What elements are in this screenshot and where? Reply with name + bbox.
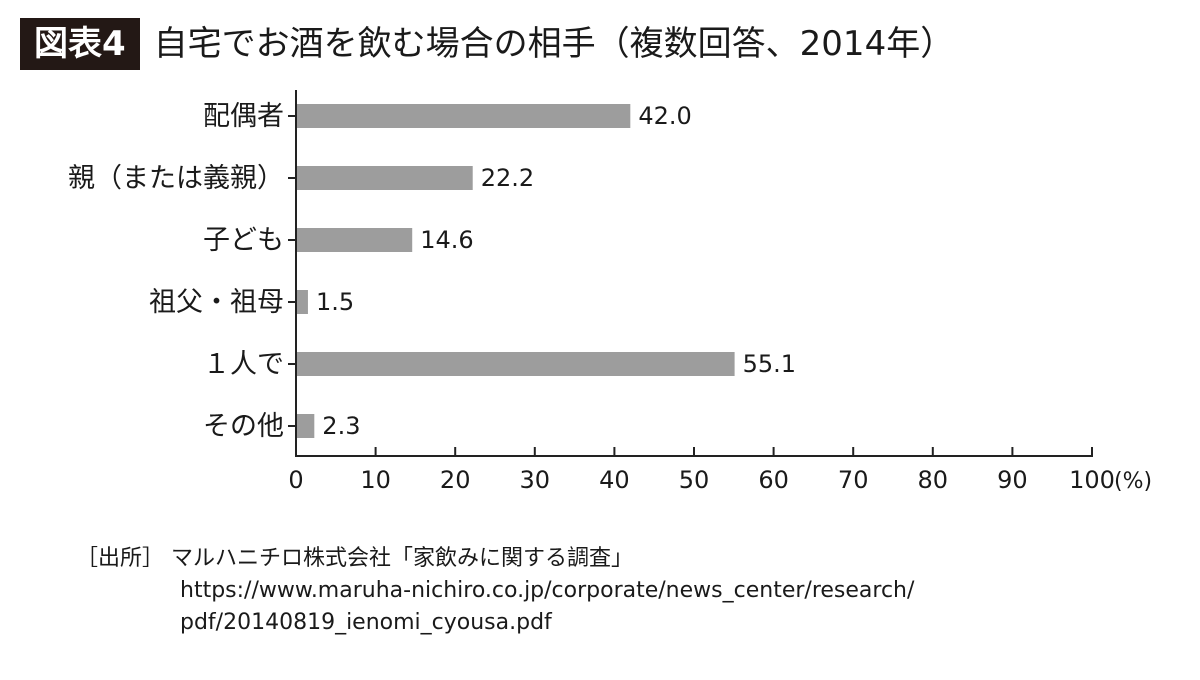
value-label: 1.5 — [316, 288, 354, 316]
category-label: １人で — [203, 349, 284, 380]
bar — [297, 228, 413, 252]
category-label: 祖父・祖母 — [149, 287, 284, 318]
x-tick-label: 20 — [440, 466, 471, 494]
source-text: マルハニチロ株式会社「家飲みに関する調査」 — [171, 546, 634, 571]
category-label: 親（または義親） — [68, 163, 284, 194]
x-tick-label: 30 — [520, 466, 551, 494]
value-label: 22.2 — [481, 164, 534, 192]
bar — [297, 414, 315, 438]
x-tick-label: 0 — [288, 466, 303, 494]
source-note: ［出所］ マルハニチロ株式会社「家飲みに関する調査」 https://www.m… — [76, 543, 914, 639]
value-label: 55.1 — [743, 350, 796, 378]
source-url-line2[interactable]: pdf/20140819_ienomi_cyousa.pdf — [180, 610, 552, 635]
value-label: 14.6 — [420, 226, 473, 254]
x-tick-label: 70 — [838, 466, 869, 494]
x-tick-label: 50 — [679, 466, 710, 494]
value-label: 42.0 — [638, 102, 691, 130]
figure-label: 図表4 — [20, 18, 140, 70]
chart-header: 図表4 自宅でお酒を飲む場合の相手（複数回答、2014年） — [20, 16, 954, 72]
category-label: その他 — [203, 411, 284, 442]
bar — [297, 290, 308, 314]
bar-chart: 配偶者 42.0 親（または義親） 22.2 子ども 14.6 祖父・祖母 1.5 １人で 55.… — [68, 90, 1152, 494]
x-tick-label: 100 — [1069, 466, 1115, 494]
chart-title: 自宅でお酒を飲む場合の相手（複数回答、2014年） — [153, 24, 955, 64]
x-unit-label: (%) — [1114, 469, 1152, 494]
source-url-line1[interactable]: https://www.maruha-nichiro.co.jp/corpora… — [180, 578, 915, 603]
bar — [297, 352, 735, 376]
source-label: ［出所］ — [76, 546, 165, 571]
bar — [297, 104, 631, 128]
x-tick-label: 10 — [360, 466, 391, 494]
x-tick-label: 80 — [918, 466, 949, 494]
category-label: 配偶者 — [203, 101, 284, 132]
value-label: 2.3 — [322, 412, 360, 440]
x-tick-label: 40 — [599, 466, 630, 494]
bar — [297, 166, 473, 190]
category-label: 子ども — [203, 225, 284, 256]
x-tick-label: 60 — [758, 466, 789, 494]
x-tick-label: 90 — [997, 466, 1028, 494]
